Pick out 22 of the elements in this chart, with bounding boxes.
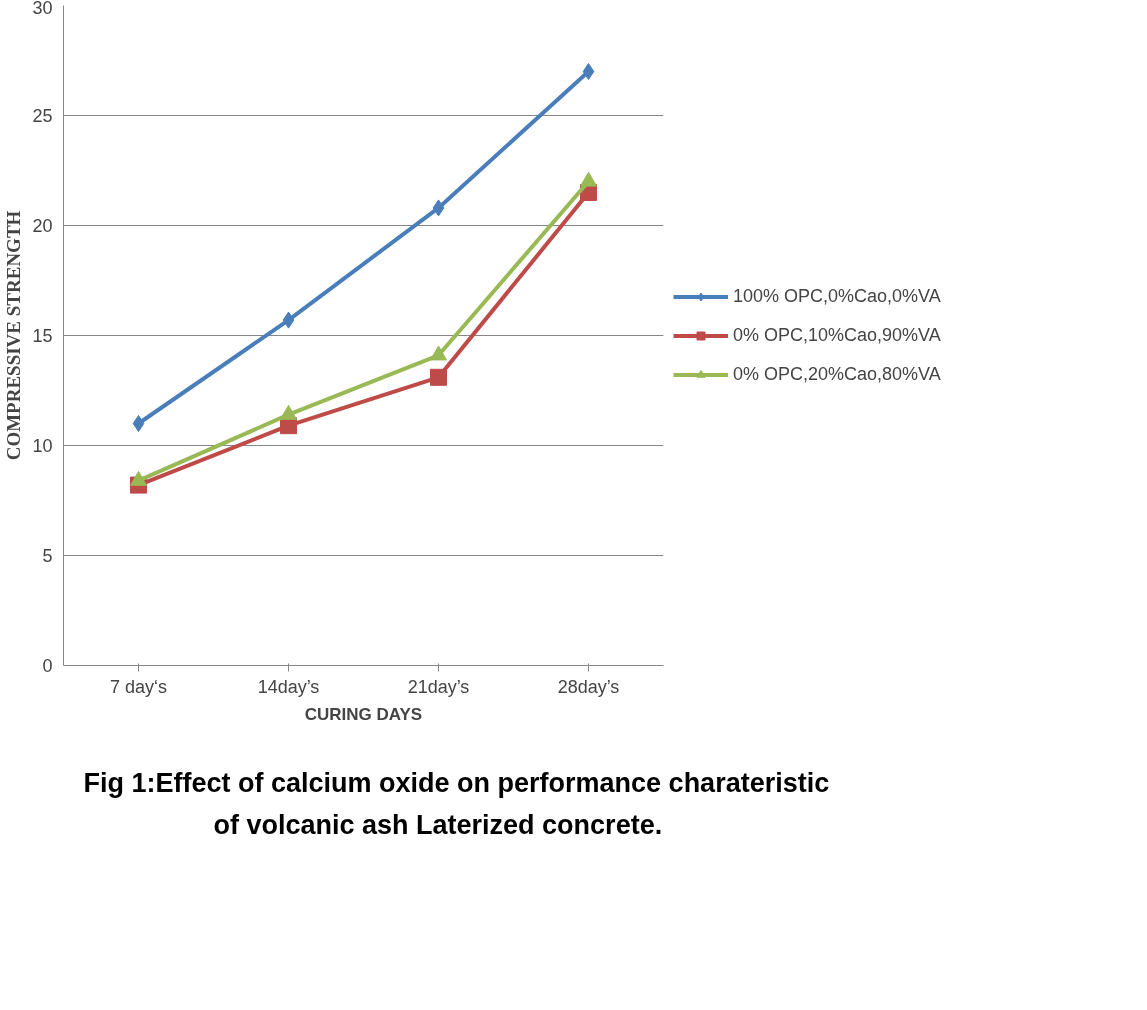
point <box>282 311 295 329</box>
legend-label: 0% OPC,20%Cao,80%VA <box>733 363 941 385</box>
x-axis-title: CURING DAYS <box>304 704 423 724</box>
y-tick-label: 30 <box>32 0 53 18</box>
y-tick-label: 15 <box>32 326 53 346</box>
legend-label: 0% OPC,10%Cao,90%VA <box>733 324 941 346</box>
point <box>582 63 595 80</box>
point <box>132 415 145 432</box>
y-tick-label: 0 <box>42 656 53 676</box>
y-tick-label: 5 <box>42 546 53 566</box>
x-tick-label: 28day’s <box>557 676 620 697</box>
x-tick-label: 7 day‘s <box>109 676 168 697</box>
point <box>430 368 447 386</box>
point <box>432 199 445 217</box>
y-tick-label: 25 <box>32 106 53 126</box>
x-tick-label: 14day’s <box>257 676 320 697</box>
y-axis-title: COMPRESSIVE STRENGTH <box>3 210 25 461</box>
y-tick-label: 10 <box>32 436 53 456</box>
x-tick-label: 21day’s <box>407 676 470 697</box>
y-tick-label: 20 <box>32 216 53 236</box>
caption: Fig 1:Effect of calcium oxide on performance charateristic of volcanic ash Laterized concrete. <box>83 767 830 840</box>
legend-label: 100% OPC,0%Cao,0%VA <box>733 285 941 307</box>
